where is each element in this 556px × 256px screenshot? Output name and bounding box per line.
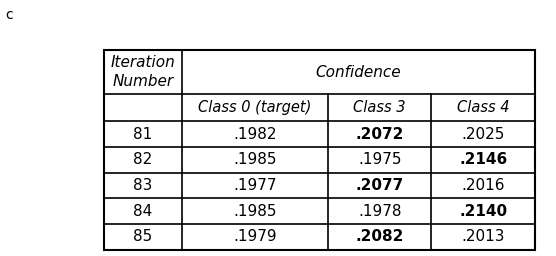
- Text: Class 3: Class 3: [354, 100, 406, 115]
- Text: .2082: .2082: [355, 229, 404, 244]
- Text: .1977: .1977: [233, 178, 276, 193]
- Text: 82: 82: [133, 152, 152, 167]
- Text: Class 0 (target): Class 0 (target): [198, 100, 311, 115]
- Text: .1985: .1985: [233, 204, 276, 219]
- Text: .2013: .2013: [461, 229, 505, 244]
- Text: .2072: .2072: [355, 127, 404, 142]
- Text: c: c: [6, 8, 13, 22]
- Text: .1982: .1982: [233, 127, 276, 142]
- Text: .1978: .1978: [358, 204, 401, 219]
- Text: Class 4: Class 4: [457, 100, 509, 115]
- Text: 83: 83: [133, 178, 152, 193]
- Text: 85: 85: [133, 229, 152, 244]
- Text: .2077: .2077: [356, 178, 404, 193]
- Text: .2140: .2140: [459, 204, 507, 219]
- Text: .2146: .2146: [459, 152, 507, 167]
- Text: .1985: .1985: [233, 152, 276, 167]
- Text: .1975: .1975: [358, 152, 401, 167]
- Text: .2025: .2025: [461, 127, 505, 142]
- Text: Confidence: Confidence: [315, 65, 401, 80]
- Text: 84: 84: [133, 204, 152, 219]
- Text: .2016: .2016: [461, 178, 505, 193]
- Text: .1979: .1979: [233, 229, 276, 244]
- Text: 81: 81: [133, 127, 152, 142]
- Text: Iteration
Number: Iteration Number: [111, 55, 175, 89]
